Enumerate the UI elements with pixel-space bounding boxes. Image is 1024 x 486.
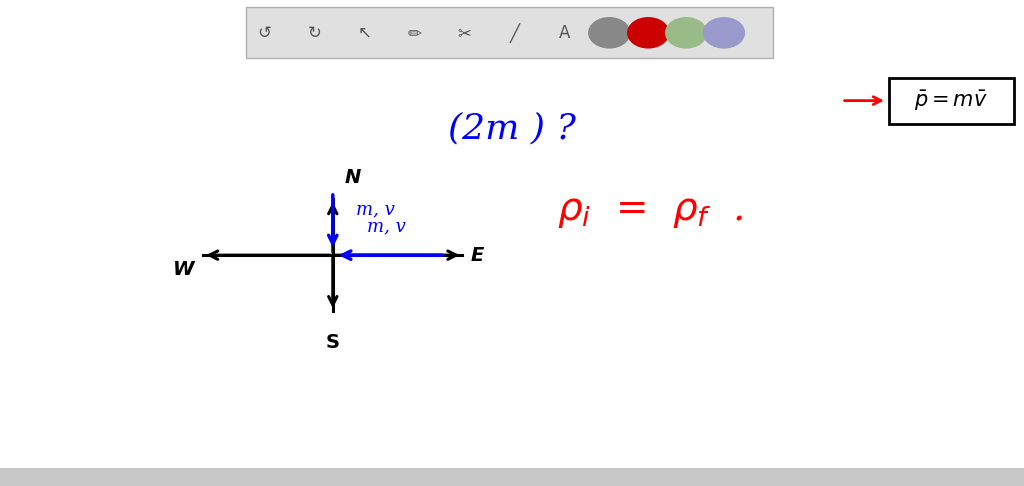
Ellipse shape (703, 17, 744, 48)
Text: ↖: ↖ (357, 24, 371, 42)
Bar (246, 7, 773, 58)
Text: ✂: ✂ (458, 24, 471, 42)
Bar (889, 78, 1014, 124)
Text: $\rho_i$  =  $\rho_f$  .: $\rho_i$ = $\rho_f$ . (557, 193, 743, 230)
Text: ✏: ✏ (408, 24, 421, 42)
Text: ⬜: ⬜ (609, 24, 620, 42)
Text: A: A (559, 24, 570, 42)
Text: (2m ) ?: (2m ) ? (449, 112, 575, 146)
Ellipse shape (589, 17, 630, 48)
Text: $\bar{p}=m\bar{v}$: $\bar{p}=m\bar{v}$ (914, 89, 988, 113)
Text: m, v: m, v (356, 200, 395, 218)
Text: E: E (471, 245, 484, 265)
Ellipse shape (666, 17, 707, 48)
Text: N: N (345, 168, 361, 187)
Text: ╱: ╱ (509, 23, 519, 43)
Text: m, v: m, v (367, 217, 406, 235)
Text: W: W (173, 260, 195, 279)
Text: S: S (326, 333, 340, 352)
Text: ↺: ↺ (257, 24, 271, 42)
Text: ↻: ↻ (307, 24, 322, 42)
Ellipse shape (628, 17, 669, 48)
Bar (0, 468, 1024, 486)
